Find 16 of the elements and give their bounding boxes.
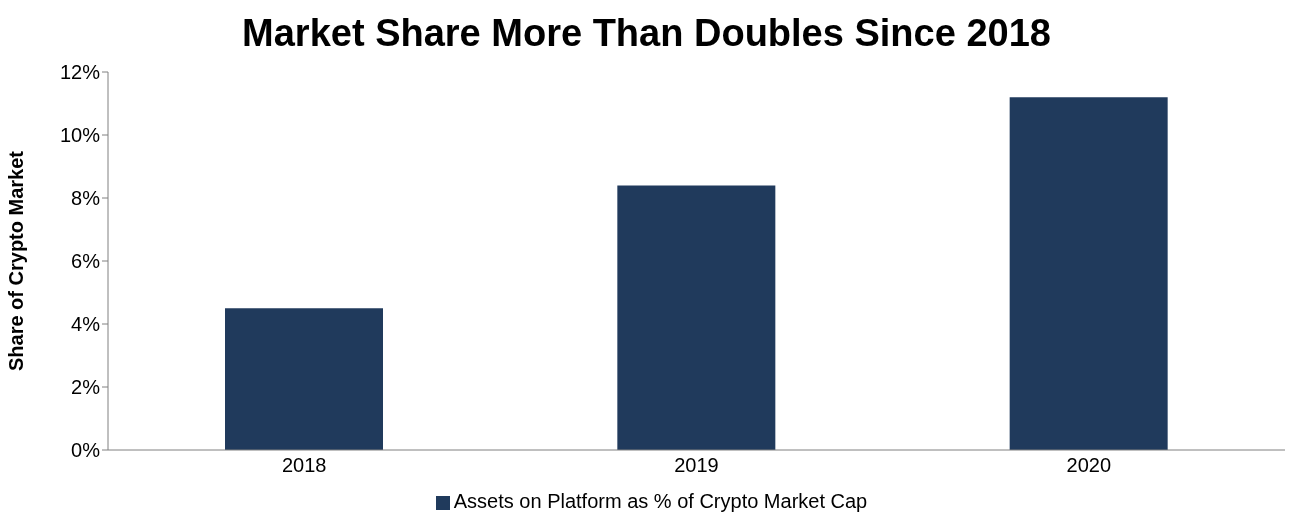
x-tick-label: 2019 bbox=[674, 454, 719, 477]
y-axis-title: Share of Crypto Market bbox=[5, 150, 28, 372]
x-tick-label: 2018 bbox=[281, 454, 327, 477]
x-tick-label: 2020 bbox=[1066, 454, 1112, 477]
y-tick-label: 8% bbox=[71, 187, 101, 210]
y-tick-label: 10% bbox=[59, 124, 101, 147]
y-tick-label: 12% bbox=[59, 61, 101, 84]
legend-label: Assets on Platform as % of Crypto Market Cap bbox=[453, 490, 868, 512]
chart-title: Market Share More Than Doubles Since 2018 bbox=[241, 11, 1052, 56]
bar bbox=[617, 185, 776, 450]
bar bbox=[225, 308, 383, 450]
bar bbox=[1009, 97, 1168, 450]
y-tick-label: 0% bbox=[71, 439, 101, 462]
y-tick-label: 4% bbox=[71, 313, 101, 336]
y-tick-label: 6% bbox=[71, 250, 101, 273]
y-tick-label: 2% bbox=[71, 376, 101, 399]
